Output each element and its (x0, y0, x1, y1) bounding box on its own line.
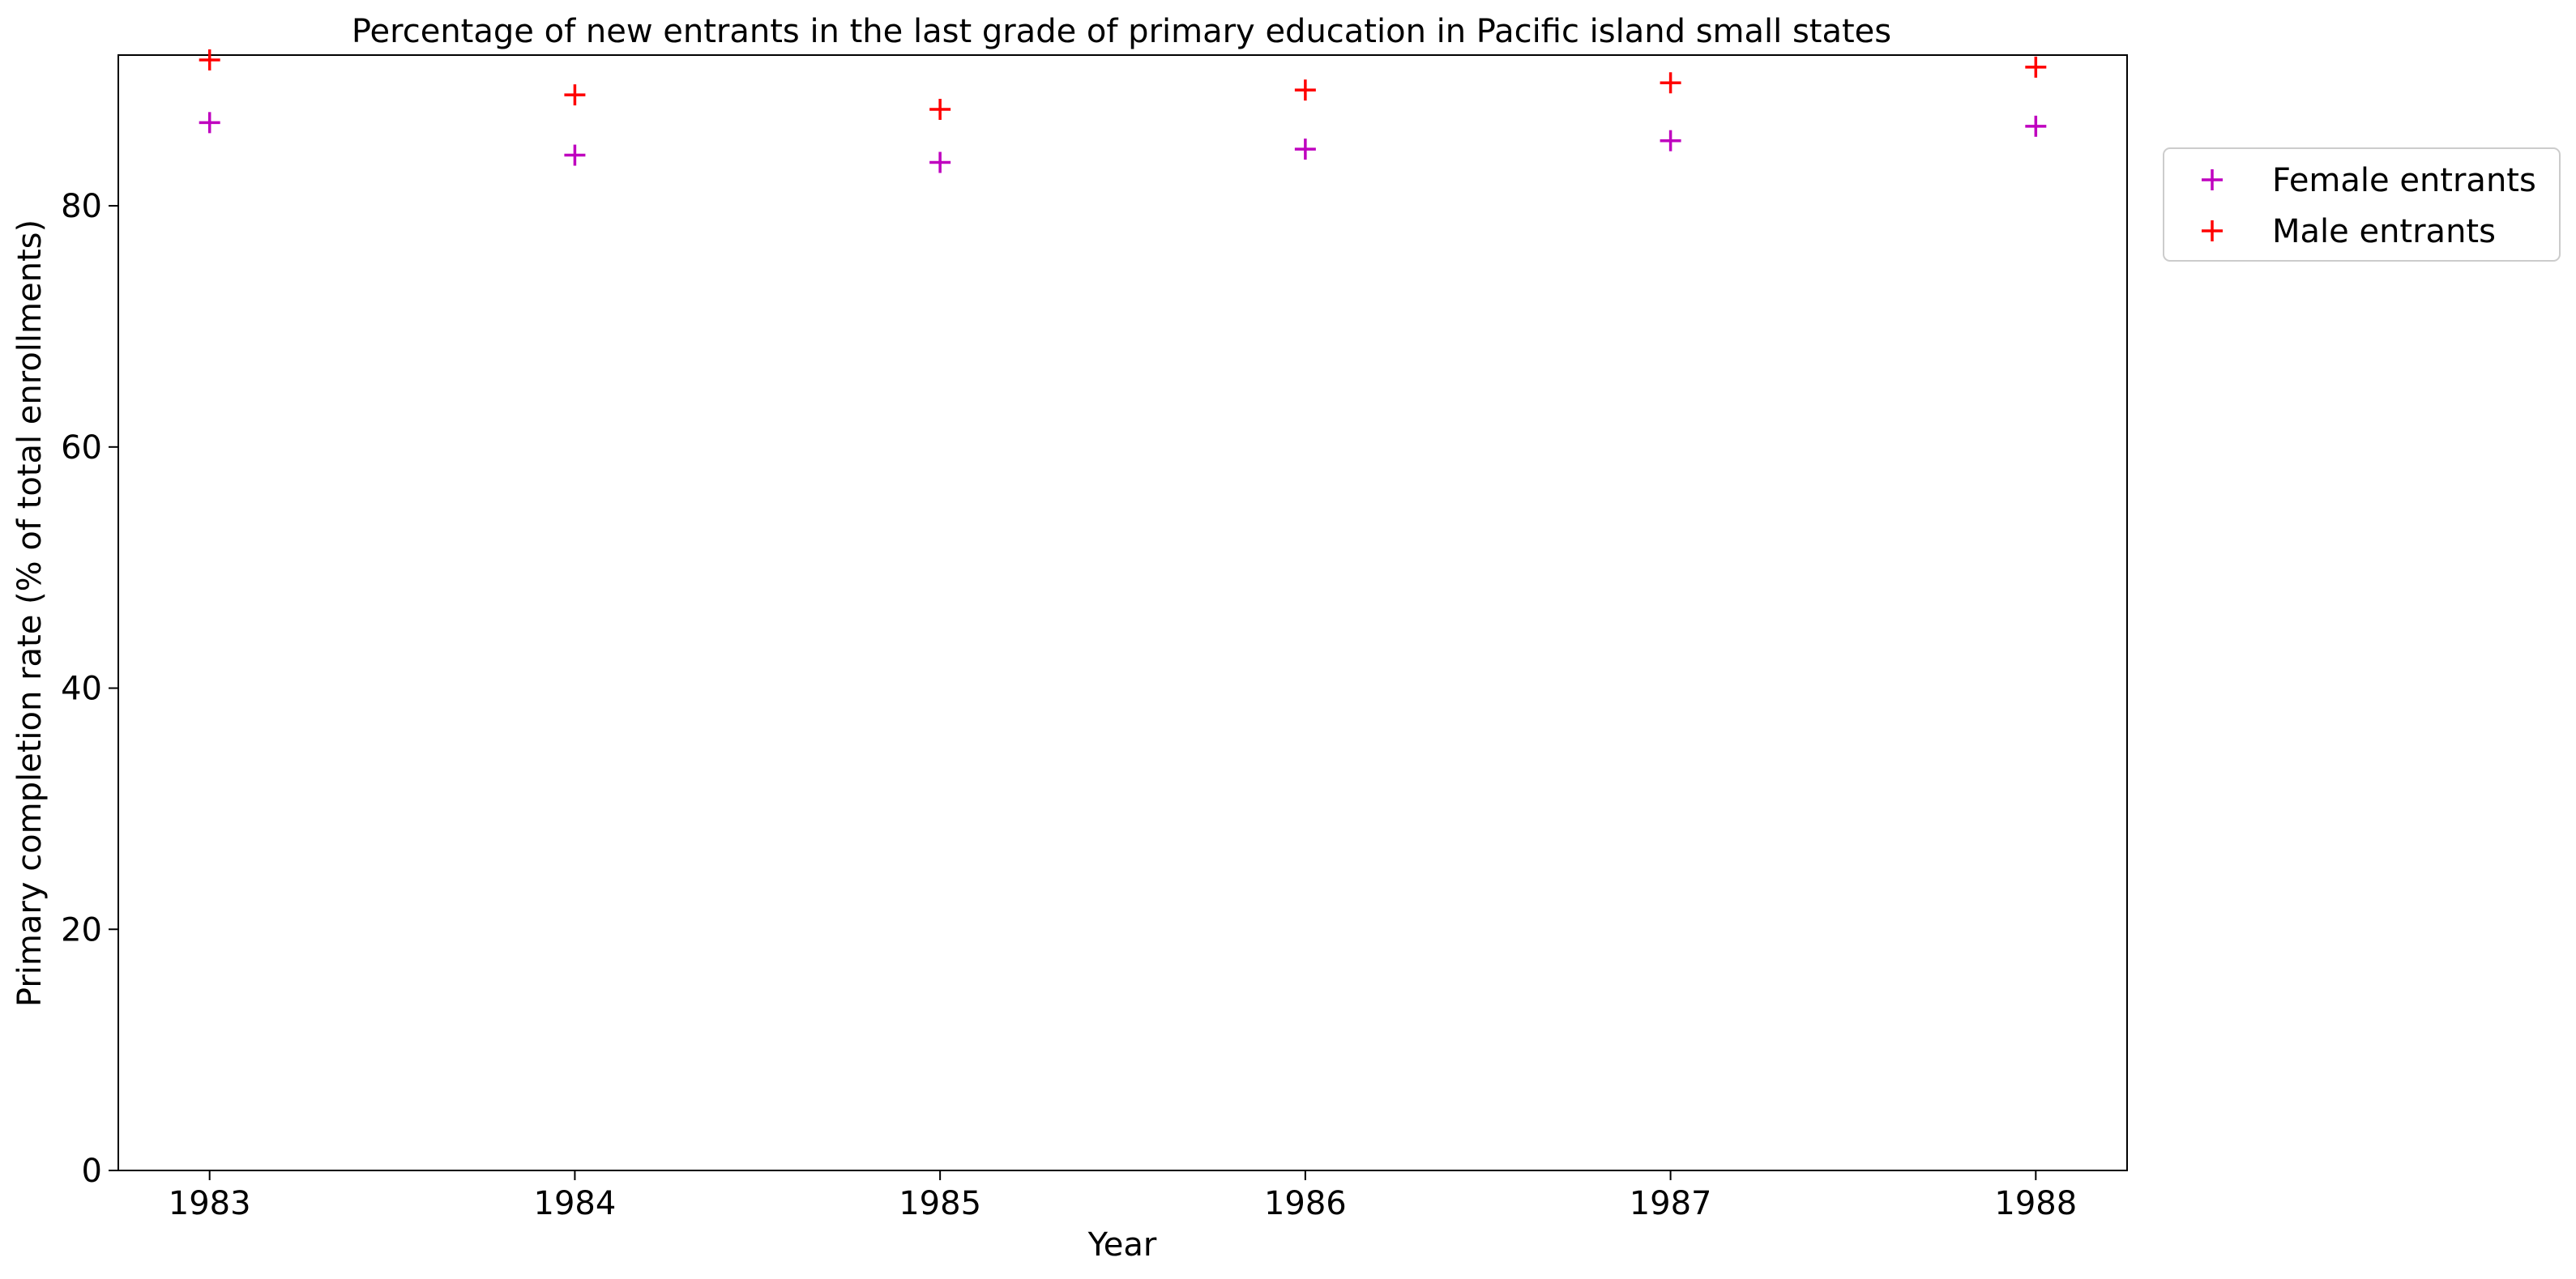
y-tick-label: 20 (61, 911, 102, 949)
x-axis-label: Year (1087, 1226, 1157, 1264)
x-tick-label: 1985 (899, 1185, 981, 1222)
y-tick-label: 40 (61, 671, 102, 708)
y-tick-label: 60 (61, 429, 102, 467)
legend-label-male-entrants: Male entrants (2272, 213, 2496, 250)
x-tick-label: 1986 (1264, 1185, 1347, 1222)
y-axis-ticks: 0 20 40 60 80 (61, 188, 118, 1190)
legend-label-female-entrants: Female entrants (2272, 162, 2536, 199)
female-entrants-point (929, 151, 951, 173)
legend: Female entrants Male entrants (2163, 147, 2561, 262)
legend-marker-female-entrants (2202, 169, 2223, 190)
legend-marker-male-entrants (2202, 220, 2223, 241)
female-entrants-point (564, 144, 586, 166)
female-entrants-point (2025, 115, 2047, 137)
male-entrants-point (199, 49, 220, 70)
chart-title: Percentage of new entrants in the last g… (352, 13, 1891, 50)
male-entrants-point (2025, 56, 2047, 78)
y-axis-label: Primary completion rate (% of total enro… (11, 220, 49, 1007)
x-tick-label: 1983 (169, 1185, 251, 1222)
male-entrants-point (929, 98, 951, 120)
male-entrants-point (564, 84, 586, 106)
legend-box (2163, 147, 2561, 262)
data-markers (199, 49, 2047, 173)
male-entrants-point (1294, 79, 1316, 101)
x-tick-label: 1987 (1630, 1185, 1712, 1222)
female-entrants-point (1294, 139, 1316, 160)
female-entrants-point (199, 112, 220, 134)
plot-area-frame (117, 54, 2128, 1171)
x-tick-label: 1988 (1994, 1185, 2077, 1222)
x-axis-ticks: 1983 1984 1985 1986 1987 1988 (169, 1170, 2077, 1222)
y-tick-label: 80 (61, 188, 102, 225)
female-entrants-point (1660, 130, 1681, 151)
x-tick-label: 1984 (534, 1185, 617, 1222)
male-entrants-point (1660, 72, 1681, 94)
y-tick-label: 0 (82, 1153, 102, 1190)
